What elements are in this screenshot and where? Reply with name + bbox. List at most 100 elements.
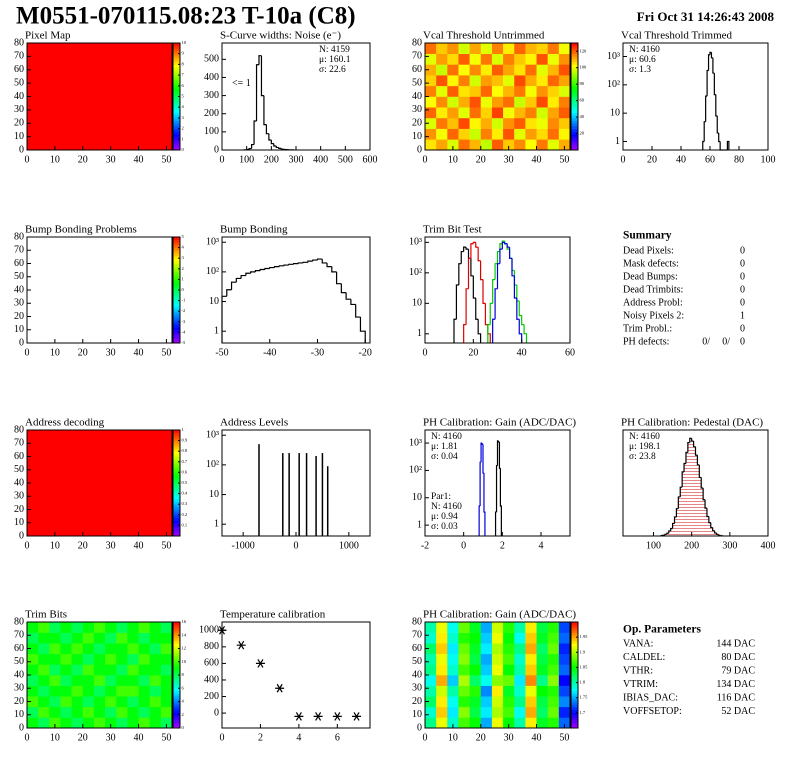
colorbar-step xyxy=(173,120,180,124)
heat-cell xyxy=(458,664,470,676)
x-tick-label: 1000 xyxy=(339,540,359,551)
x-tick-label: 0 xyxy=(294,540,299,551)
heat-cell xyxy=(503,139,515,151)
colorbar-step xyxy=(173,107,180,111)
heat-cell xyxy=(558,622,571,633)
heat-cell xyxy=(458,139,470,151)
colorbar-step xyxy=(173,530,180,534)
summary-label: Dead Pixels: xyxy=(623,245,674,256)
colorbar-tick-label: 3 xyxy=(182,115,185,120)
heat-cell xyxy=(160,622,173,633)
colorbar-step xyxy=(173,324,180,328)
heat-cell xyxy=(425,53,437,65)
colorbar-step xyxy=(173,335,180,338)
heat-cell xyxy=(425,117,437,129)
hist-bin xyxy=(513,275,517,299)
summary-value: 0 xyxy=(740,258,745,269)
y-tick-label: 0 xyxy=(19,337,24,348)
colorbar-step xyxy=(173,237,180,240)
heat-cell xyxy=(458,117,470,129)
colorbar-step xyxy=(173,669,180,673)
heat-cell xyxy=(447,685,459,697)
y-tick-label: 50 xyxy=(412,656,422,667)
heat-cell xyxy=(105,622,117,633)
hist-bin xyxy=(288,263,294,266)
heat-cell xyxy=(425,664,437,676)
heat-cell xyxy=(525,139,537,151)
op-label: VTRIM: xyxy=(623,679,658,690)
heat-cell xyxy=(82,717,95,729)
heat-cell xyxy=(458,717,470,729)
colorbar-tick-label: 4 xyxy=(182,699,185,704)
heat-cell xyxy=(547,85,560,97)
heat-cell xyxy=(425,139,437,151)
colorbar-step xyxy=(571,59,578,63)
hist-bin xyxy=(472,241,476,244)
colorbar-step xyxy=(173,461,180,465)
hist-bin xyxy=(479,260,483,281)
heat-cell xyxy=(536,53,548,65)
colorbar-step xyxy=(173,490,180,494)
colorbar-step xyxy=(173,709,180,713)
colorbar-tick-label: 0.7 xyxy=(182,459,188,464)
hist-bin xyxy=(691,438,694,442)
op-value: 79 DAC xyxy=(721,665,755,676)
hist-bin xyxy=(689,437,692,443)
heat-cell xyxy=(138,685,150,697)
colorbar-step xyxy=(173,88,180,92)
colorbar-tick-label: 0.1 xyxy=(182,522,188,527)
hist-bin xyxy=(248,147,252,150)
y-tick-label: 30 xyxy=(14,298,24,309)
stats-line: μ: 198.1 xyxy=(629,442,661,452)
hist-bin xyxy=(472,275,476,299)
heat-cell xyxy=(93,664,106,676)
y-tick-label: 10 xyxy=(412,709,422,720)
heat-cell xyxy=(469,53,482,65)
y-tick-label: 80 xyxy=(412,616,422,627)
hist-bin xyxy=(483,473,486,536)
heat-cell xyxy=(480,128,493,140)
colorbar-step xyxy=(173,456,180,460)
colorbar-step xyxy=(571,629,578,633)
colorbar-step xyxy=(571,64,578,68)
y-tick-label: 10 xyxy=(14,324,24,335)
colorbar-step xyxy=(571,72,578,76)
hist-bin xyxy=(694,446,698,456)
heat-cell xyxy=(138,653,150,665)
panel-title: Vcal Threshold Untrimmed xyxy=(423,30,545,42)
hist-fill xyxy=(708,522,711,536)
hist-bin xyxy=(350,299,356,306)
colorbar-step xyxy=(571,622,578,625)
colorbar-step xyxy=(571,720,578,723)
hist-bin xyxy=(696,455,700,466)
y-tick-label: 10 xyxy=(610,107,620,118)
colorbar-step xyxy=(571,133,578,137)
heat-cell xyxy=(491,643,504,655)
heat-cell xyxy=(525,43,537,54)
hist-bin xyxy=(496,263,500,289)
heat-cell xyxy=(536,139,548,151)
colorbar-step xyxy=(173,664,180,668)
stats-line: Par1: xyxy=(431,492,451,502)
colorbar-tick-label: 80 xyxy=(580,81,585,86)
hist-fill xyxy=(705,508,707,536)
colorbar-step xyxy=(173,451,180,455)
heat-cell xyxy=(547,675,560,686)
heat-cell xyxy=(525,696,537,708)
y-tick-label: 40 xyxy=(14,477,24,488)
heat-cell xyxy=(93,717,106,729)
heat-cell xyxy=(525,85,537,97)
heat-cell xyxy=(536,717,548,729)
heat-cell xyxy=(138,706,150,718)
colorbar-step xyxy=(173,688,180,692)
heat-cell xyxy=(458,43,470,54)
heat-cell xyxy=(105,685,117,697)
hist-bin xyxy=(672,522,675,529)
y-tick-label: 0 xyxy=(214,144,219,155)
colorbar-step xyxy=(173,440,180,444)
heat-cell xyxy=(503,75,515,87)
heat-cell xyxy=(558,117,571,129)
colorbar-step xyxy=(173,75,180,79)
heat-cell xyxy=(447,107,459,119)
